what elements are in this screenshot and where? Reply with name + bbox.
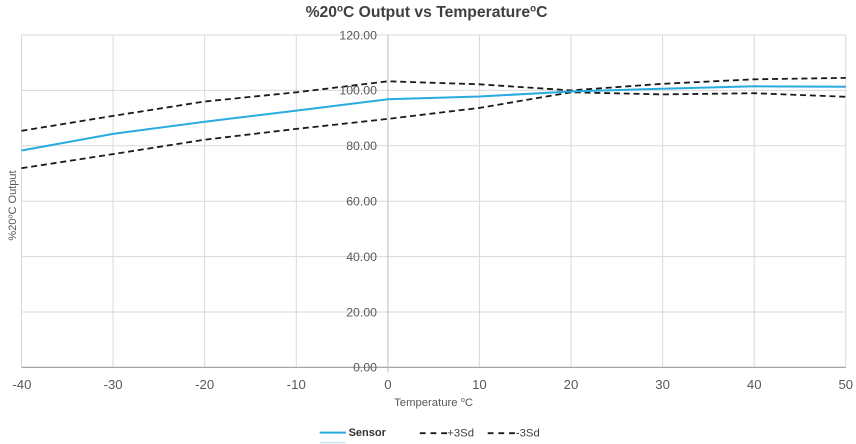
- svg-text:50: 50: [838, 377, 853, 392]
- svg-text:-3Sd: -3Sd: [516, 428, 540, 440]
- svg-text:20.00: 20.00: [346, 305, 377, 319]
- svg-text:80.00: 80.00: [346, 139, 377, 153]
- svg-text:Temperature oC: Temperature oC: [394, 395, 473, 409]
- svg-text:%20oC Output vs TemperatureoC: %20oC Output vs TemperatureoC: [306, 4, 548, 21]
- svg-text:120.00: 120.00: [339, 28, 377, 42]
- svg-text:0: 0: [384, 377, 391, 392]
- svg-text:-30: -30: [104, 377, 123, 392]
- svg-text:-10: -10: [287, 377, 306, 392]
- svg-text:-40: -40: [12, 377, 31, 392]
- svg-text:30: 30: [655, 377, 670, 392]
- svg-text:%20oC Output: %20oC Output: [5, 170, 19, 240]
- svg-text:40: 40: [747, 377, 762, 392]
- svg-text:-20: -20: [195, 377, 214, 392]
- svg-text:100.00: 100.00: [339, 84, 377, 98]
- svg-text:20: 20: [564, 377, 579, 392]
- svg-text:10: 10: [472, 377, 487, 392]
- svg-text:60.00: 60.00: [346, 195, 377, 209]
- svg-text:40.00: 40.00: [346, 250, 377, 264]
- svg-text:0.00: 0.00: [353, 361, 377, 375]
- svg-text:Sensor: Sensor: [349, 427, 387, 439]
- svg-text:+3Sd: +3Sd: [447, 428, 474, 440]
